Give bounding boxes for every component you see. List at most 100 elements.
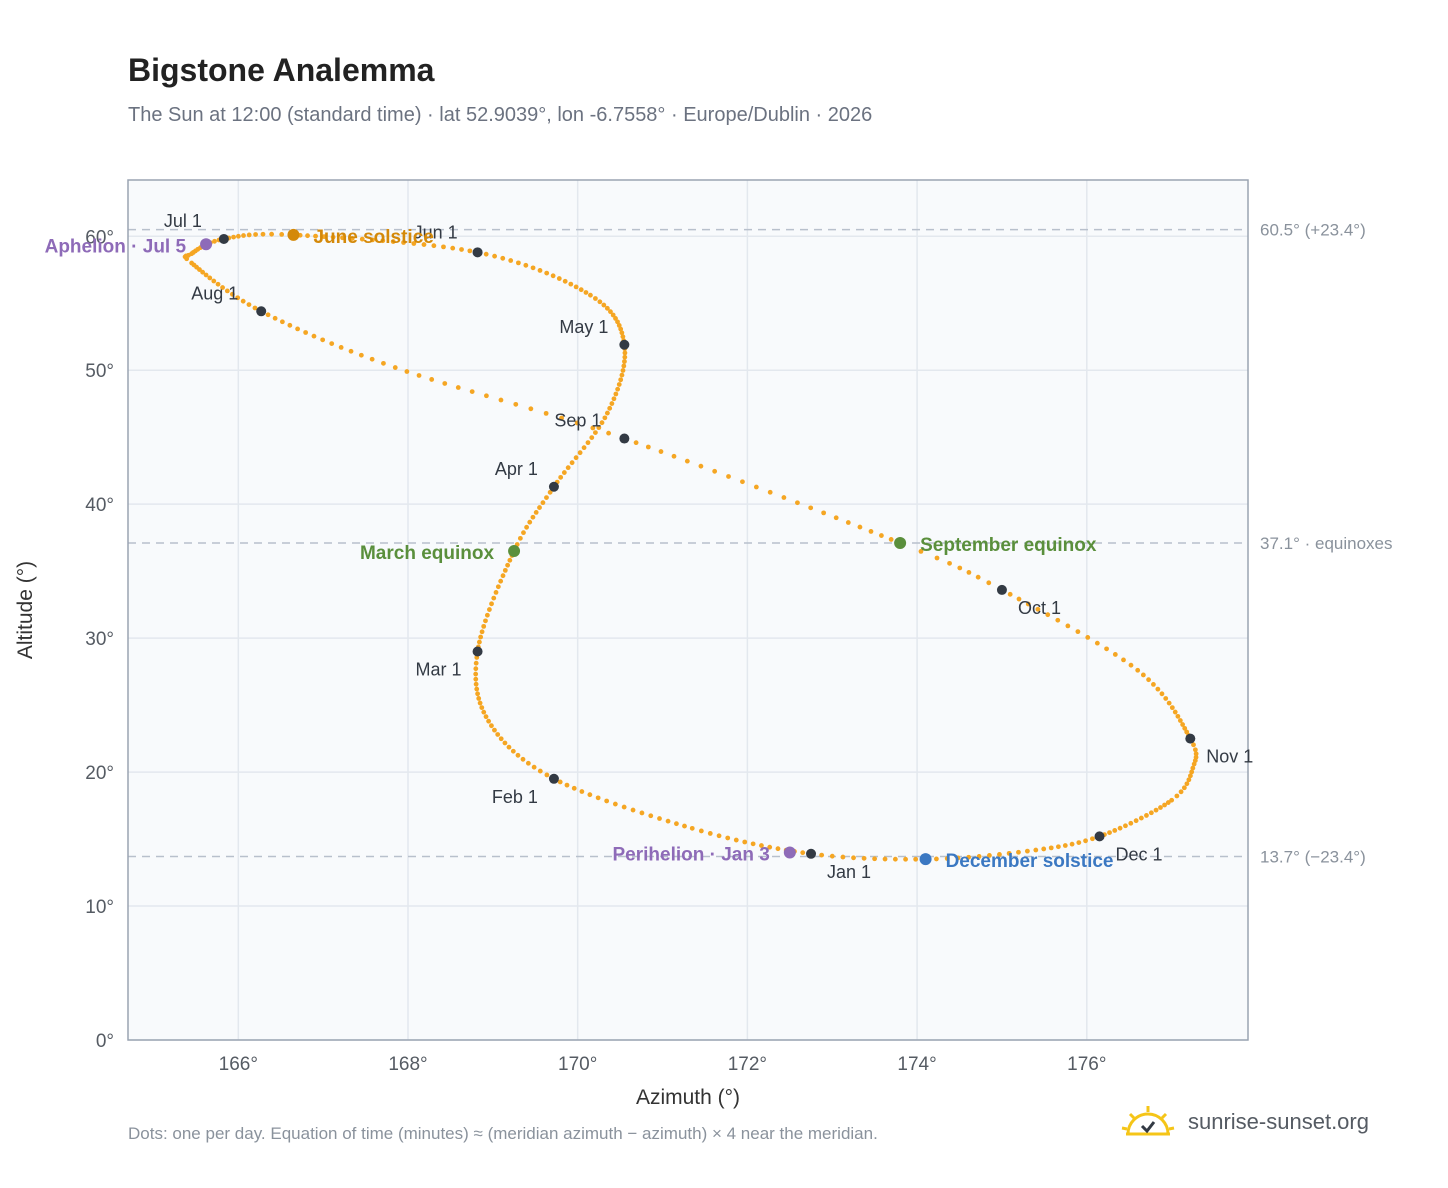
- day-dot: [619, 330, 625, 336]
- day-dot: [540, 500, 546, 506]
- day-dot: [473, 681, 479, 687]
- y-tick-label: 40°: [85, 495, 114, 516]
- day-dot: [320, 337, 326, 343]
- day-dot: [533, 509, 539, 515]
- day-dot: [359, 236, 365, 242]
- day-dot: [507, 557, 513, 563]
- day-dot: [1192, 747, 1198, 753]
- day-dot: [411, 241, 417, 246]
- day-dot: [587, 792, 593, 798]
- day-dot: [369, 356, 375, 362]
- day-dot: [450, 245, 456, 251]
- day-dot: [416, 373, 422, 378]
- day-dot: [615, 319, 620, 325]
- day-dot: [1165, 800, 1171, 805]
- day-dot: [559, 415, 564, 421]
- day-dot: [493, 589, 499, 595]
- month-marker-dot: [256, 306, 267, 317]
- day-dot: [857, 524, 863, 530]
- day-dot: [348, 348, 354, 354]
- day-dot: [1069, 841, 1075, 847]
- day-dot: [829, 853, 835, 859]
- day-dot: [311, 333, 317, 339]
- day-dot: [1133, 818, 1139, 824]
- day-dot: [521, 530, 526, 536]
- day-dot: [487, 607, 492, 612]
- day-dot: [726, 474, 731, 479]
- day-dot: [506, 744, 512, 750]
- day-dot: [1144, 813, 1149, 818]
- day-dot: [868, 529, 874, 534]
- day-dot: [589, 435, 595, 440]
- day-dot: [1135, 667, 1141, 673]
- day-dot: [615, 386, 621, 392]
- day-dot: [1016, 849, 1021, 855]
- month-marker-dot: [619, 339, 630, 350]
- day-dot: [604, 305, 610, 311]
- month-marker-label: Jun 1: [414, 222, 458, 242]
- day-dot: [569, 460, 575, 466]
- day-dot: [231, 234, 236, 240]
- day-dot: [613, 315, 618, 321]
- x-tick-label: 172°: [728, 1054, 767, 1075]
- day-dot: [750, 841, 756, 847]
- x-axis-label: Azimuth (°): [636, 1086, 740, 1109]
- day-dot: [508, 258, 514, 263]
- day-dot: [767, 844, 773, 850]
- day-dot: [622, 354, 628, 360]
- day-dot: [479, 705, 485, 711]
- day-dot: [1184, 781, 1190, 787]
- day-dot: [597, 299, 603, 305]
- day-dot: [1169, 797, 1175, 803]
- day-dot: [1182, 725, 1188, 731]
- day-dot: [392, 365, 398, 370]
- day-dot: [609, 401, 615, 406]
- day-dot: [602, 415, 608, 421]
- day-dot: [821, 510, 827, 516]
- day-dot: [441, 244, 446, 250]
- day-dot: [484, 393, 489, 399]
- day-dot: [1178, 789, 1184, 795]
- event-marker-label: March equinox: [360, 543, 495, 564]
- day-dot: [1094, 640, 1100, 646]
- day-dot: [473, 660, 479, 666]
- day-dot: [515, 752, 521, 758]
- day-dot: [531, 764, 537, 770]
- day-dot: [500, 255, 506, 261]
- day-dot: [229, 291, 235, 297]
- brand[interactable]: sunrise-sunset.org: [1120, 1104, 1369, 1140]
- day-dot: [537, 268, 543, 273]
- day-dot: [716, 833, 722, 839]
- day-dot: [957, 565, 963, 571]
- day-dot: [544, 495, 549, 501]
- day-dot: [510, 748, 516, 754]
- day-dot: [588, 292, 593, 298]
- day-dot: [313, 233, 318, 239]
- day-dot: [537, 768, 543, 774]
- day-dot: [759, 843, 764, 848]
- day-dot: [467, 248, 473, 254]
- day-dot: [976, 853, 982, 859]
- day-dot: [329, 341, 335, 346]
- month-marker-label: Feb 1: [492, 787, 538, 807]
- day-dot: [517, 535, 523, 541]
- day-dot: [913, 856, 919, 862]
- day-dot: [888, 537, 894, 542]
- x-tick-label: 176°: [1067, 1054, 1106, 1075]
- day-dot: [934, 555, 940, 561]
- day-dot: [1083, 838, 1088, 844]
- day-dot: [648, 813, 654, 819]
- day-dot: [1085, 634, 1091, 640]
- day-dot: [349, 236, 355, 241]
- day-dot: [918, 549, 924, 554]
- day-dot: [212, 238, 217, 244]
- day-dot: [200, 269, 206, 275]
- day-dot: [845, 520, 851, 525]
- day-dot: [1055, 617, 1061, 623]
- day-dot: [1007, 591, 1013, 597]
- day-dot: [872, 856, 878, 862]
- day-dot: [246, 302, 252, 307]
- day-dot: [207, 275, 213, 281]
- month-marker-dot: [1185, 733, 1196, 744]
